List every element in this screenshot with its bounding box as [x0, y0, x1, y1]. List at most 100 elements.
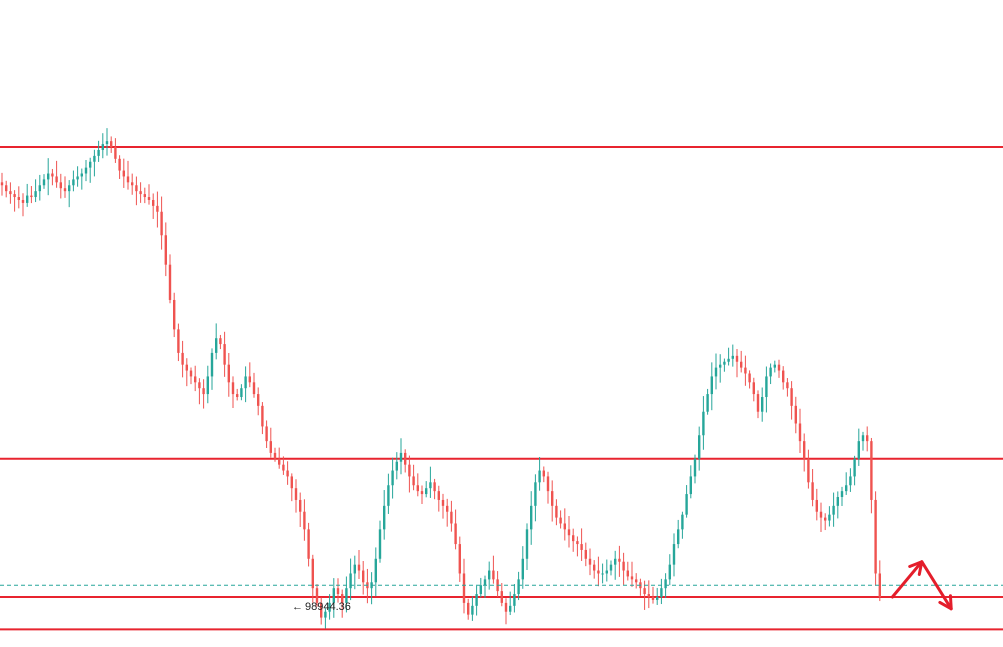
candle-body: [672, 544, 676, 565]
candle-body: [769, 367, 772, 377]
candle-body: [454, 523, 457, 545]
candle-body: [231, 382, 235, 395]
candle-body: [395, 461, 398, 471]
candle-body: [828, 514, 831, 521]
candle-body: [740, 361, 743, 368]
candle-body: [227, 364, 230, 383]
candle-body: [693, 458, 697, 477]
candle-body: [727, 358, 730, 362]
candle-body: [563, 523, 566, 530]
projection-arrow: [890, 560, 953, 611]
candle-body: [429, 482, 432, 489]
candle-body: [147, 197, 151, 200]
candle-body: [374, 558, 377, 583]
candle-body: [622, 561, 625, 571]
candle-body: [126, 176, 130, 183]
candle-body: [332, 588, 335, 603]
candle-body: [345, 588, 348, 603]
candle-body: [542, 470, 545, 477]
candle-body: [790, 388, 793, 406]
candle-body: [286, 470, 289, 477]
candle-body: [202, 388, 205, 395]
candle-body: [651, 597, 655, 600]
candle-body: [803, 441, 806, 459]
candle-body: [177, 329, 180, 353]
candle-body: [336, 588, 340, 595]
candle-body: [252, 382, 256, 395]
candle-body: [320, 602, 323, 618]
candle-body: [647, 594, 650, 598]
candle-body: [874, 499, 877, 574]
candle-body: [420, 491, 424, 495]
candle-body: [416, 485, 419, 492]
candle-body: [744, 367, 747, 374]
candle-body: [660, 588, 663, 598]
candle-body: [572, 535, 575, 542]
candle-body: [21, 199, 25, 203]
candle-body: [567, 529, 571, 536]
candle-body: [656, 597, 659, 600]
candle-body: [836, 497, 839, 506]
candle-body: [273, 452, 277, 459]
candle-body: [38, 185, 41, 192]
candle-body: [765, 376, 768, 398]
candle-body: [68, 185, 71, 192]
candle-body: [878, 573, 881, 598]
candle-body: [89, 161, 92, 168]
candle-body: [34, 191, 37, 198]
candle-body: [206, 376, 209, 395]
candle-body: [798, 423, 802, 442]
low-marker: ← 98944.36: [292, 601, 351, 613]
candle-body: [160, 211, 163, 236]
candle-body: [30, 195, 33, 198]
candle-body: [135, 185, 138, 192]
candle-body: [391, 470, 394, 486]
candle-body: [353, 564, 356, 574]
candle-body: [597, 570, 600, 574]
candle-body: [509, 605, 512, 612]
candle-body: [609, 564, 613, 571]
candle-body: [777, 364, 781, 371]
candle-body: [198, 382, 201, 389]
candle-body: [139, 191, 142, 195]
candle-body: [240, 388, 243, 398]
candle-body: [17, 197, 20, 200]
candle-body: [185, 364, 188, 371]
candle-body: [412, 476, 415, 486]
candle-body: [110, 141, 113, 148]
candle-body: [504, 602, 508, 612]
candle-body: [257, 394, 260, 406]
candle-body: [546, 476, 550, 492]
low-marker-arrow-icon: ←: [292, 601, 303, 613]
candle-body: [164, 235, 167, 265]
candle-body: [80, 173, 83, 177]
candle-body: [269, 441, 272, 453]
candle-body: [152, 199, 155, 206]
candle-body: [462, 573, 466, 603]
candle-body: [643, 588, 646, 595]
candle-body: [559, 517, 562, 524]
candle-body: [756, 394, 760, 412]
candle-body: [467, 602, 470, 615]
candle-body: [101, 144, 104, 150]
candle-body: [483, 579, 487, 586]
candle-body: [576, 541, 579, 545]
candle-body: [156, 205, 159, 212]
projection-down-arrowhead-icon: [938, 594, 953, 611]
candle-body: [433, 482, 436, 492]
candle-body: [47, 173, 50, 180]
candle-body: [748, 373, 751, 383]
candle-body: [870, 441, 873, 500]
low-marker-label: 98944.36: [305, 601, 351, 613]
horizontal-levels: [0, 146, 1003, 631]
candle-body: [773, 364, 776, 368]
candle-body: [399, 452, 403, 462]
candle-body: [72, 179, 75, 186]
candle-body: [685, 494, 688, 515]
candle-body: [500, 591, 503, 603]
candle-body: [105, 141, 109, 145]
candle-body: [618, 558, 621, 562]
candle-body: [601, 573, 604, 575]
candle-body: [513, 594, 516, 606]
candle-body: [131, 182, 134, 186]
